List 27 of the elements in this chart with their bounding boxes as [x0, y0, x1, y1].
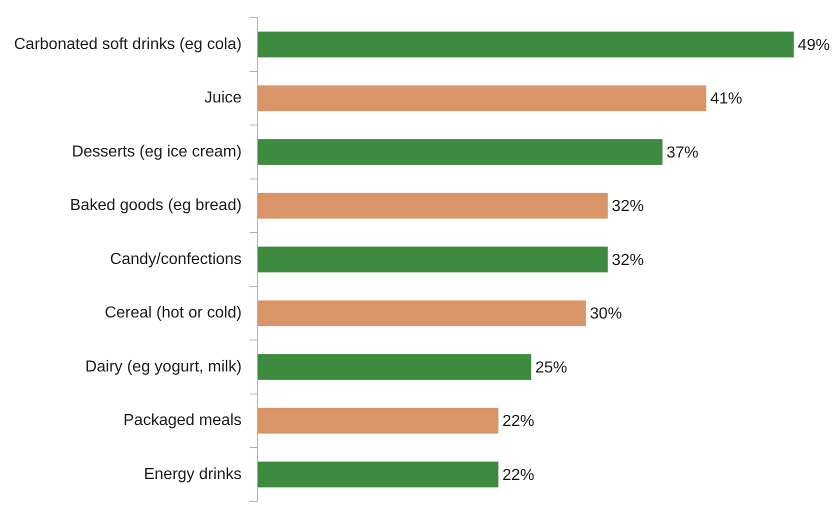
- y-tick-label: Cereal (hot or cold): [104, 304, 242, 322]
- data-label: 25%: [535, 359, 568, 376]
- data-label: 30%: [590, 306, 622, 323]
- y-tick-label: Energy drinks: [144, 466, 242, 483]
- data-label: 32%: [612, 252, 644, 269]
- bar: [258, 300, 586, 326]
- bar: [258, 246, 608, 272]
- data-label: 37%: [666, 144, 699, 162]
- data-label: 49%: [798, 36, 830, 54]
- y-tick-label: Packaged meals: [123, 412, 242, 430]
- y-tick-label: Candy/confections: [110, 250, 242, 268]
- y-tick-label: Baked goods (eg bread): [70, 197, 242, 214]
- bar: [258, 408, 498, 434]
- bar: [258, 139, 662, 165]
- data-label: 41%: [710, 90, 742, 108]
- y-tick-label: Desserts (eg ice cream): [72, 143, 242, 160]
- y-tick-label: Dairy (eg yogurt, milk): [85, 358, 242, 376]
- bar: [258, 85, 706, 112]
- bar: [258, 192, 608, 219]
- bar: [258, 462, 498, 488]
- data-label: 32%: [612, 198, 644, 216]
- data-label: 22%: [502, 466, 534, 484]
- data-label: 22%: [502, 413, 534, 430]
- bar: [258, 32, 794, 58]
- y-tick-label: Juice: [204, 90, 242, 107]
- y-tick-label: Carbonated soft drinks (eg cola): [14, 36, 242, 53]
- bar: [258, 354, 532, 380]
